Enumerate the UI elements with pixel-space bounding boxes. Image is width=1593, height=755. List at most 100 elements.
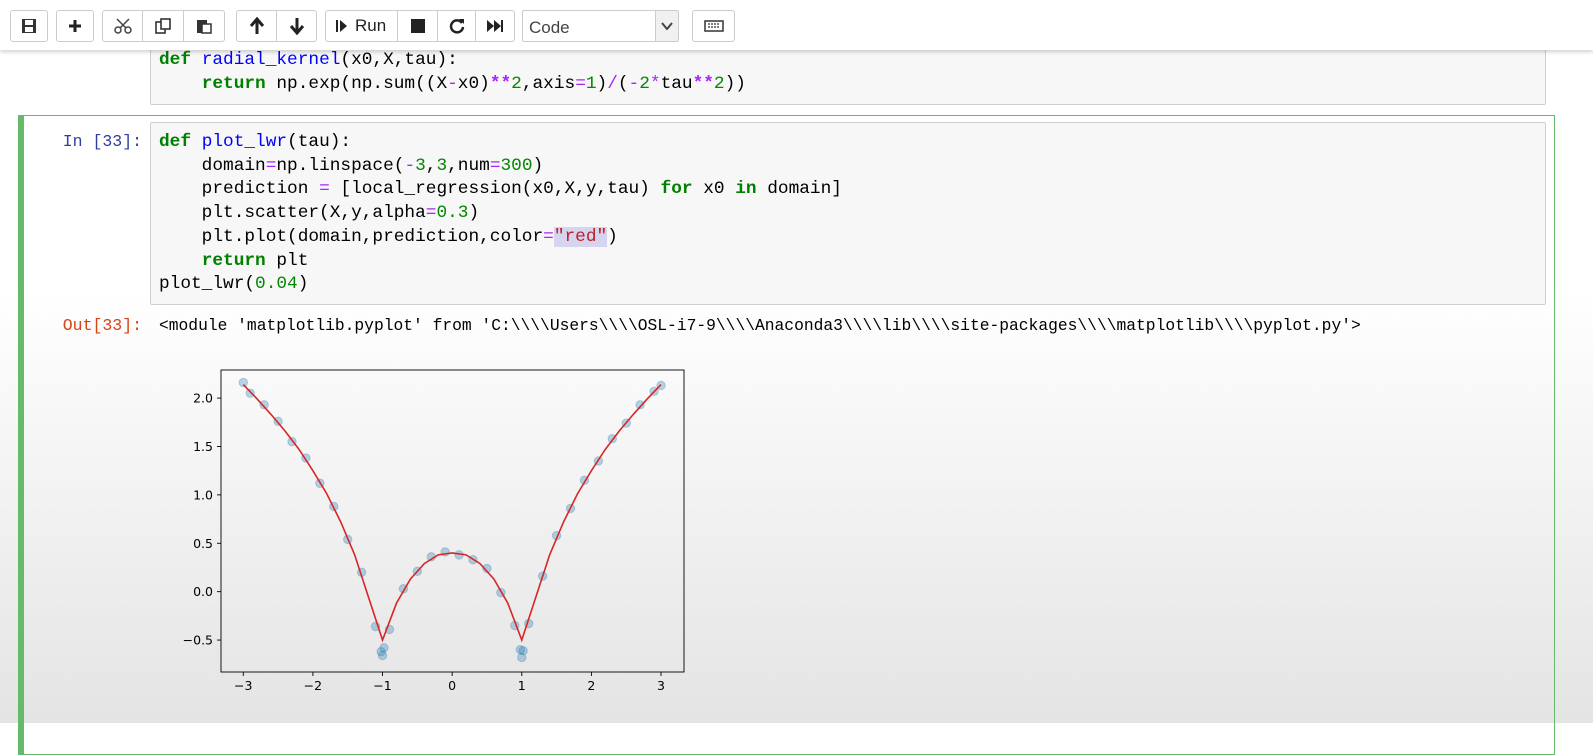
x-tick-label: 3	[657, 678, 665, 693]
cell-type-select[interactable]: Code	[522, 10, 679, 42]
restart-icon	[449, 19, 464, 34]
paste-button[interactable]	[183, 10, 225, 42]
code-token: -	[447, 73, 458, 94]
up-icon	[249, 17, 264, 34]
code-token: (	[617, 73, 629, 94]
down-icon	[289, 18, 304, 35]
code-token: in	[735, 179, 757, 200]
toolbar: Run Code	[0, 0, 1593, 50]
fast-forward-icon	[487, 20, 503, 32]
save-icon	[22, 19, 36, 33]
code-token: plt	[265, 250, 309, 271]
code-token	[191, 50, 202, 70]
y-tick-label: −0.5	[183, 633, 213, 648]
code-token: )	[607, 226, 618, 247]
select-arrow-box	[655, 11, 678, 41]
code-token	[191, 132, 202, 152]
scatter-point	[482, 563, 492, 574]
x-tick-label: −1	[373, 678, 391, 693]
keyboard-button[interactable]	[692, 10, 735, 42]
y-tick-label: 1.5	[193, 439, 213, 454]
code-line: def plot_lwr(tau):	[159, 131, 842, 155]
run-icon	[336, 20, 347, 32]
code-token: (tau):	[287, 132, 352, 152]
code-token: prediction	[159, 179, 320, 200]
code-input-area[interactable]: def plot_lwr(tau): domain=np.linspace(-3…	[150, 122, 1546, 305]
copy-button[interactable]	[142, 10, 184, 42]
save-button[interactable]	[10, 10, 48, 42]
insert-cell-button[interactable]	[56, 10, 94, 42]
code-token: )	[532, 155, 544, 176]
run-button[interactable]: Run	[325, 10, 398, 42]
code-token: domain	[159, 155, 266, 176]
code-token: =	[265, 155, 277, 176]
run-all-button[interactable]	[475, 10, 515, 42]
code-line: plt.scatter(X,y,alpha=0.3)	[159, 202, 842, 226]
keyboard-icon	[703, 20, 724, 32]
code-token: )	[297, 274, 309, 295]
scatter-point	[259, 400, 269, 410]
output-text: <module 'matplotlib.pyplot' from 'C:\\\\…	[159, 316, 1361, 335]
code-token: ,axis	[521, 73, 576, 94]
code-token: 0.3	[436, 203, 469, 224]
code-block: def radial_kernel(x0,X,tau): return np.e…	[159, 49, 746, 96]
code-token: for	[660, 179, 693, 200]
copy-icon	[155, 18, 171, 34]
code-token: def	[159, 132, 192, 152]
code-token: 2	[713, 73, 725, 94]
code-token	[159, 251, 202, 271]
code-token: tau	[660, 73, 693, 94]
code-token: np.linspace(	[276, 155, 405, 176]
code-token: =	[319, 179, 330, 200]
code-token: 0.04	[255, 274, 298, 295]
code-token: =	[425, 203, 437, 224]
code-token: return	[201, 73, 266, 94]
code-block: def plot_lwr(tau): domain=np.linspace(-3…	[159, 131, 842, 297]
code-token: [local_regression(x0,X,y,tau)	[329, 179, 661, 200]
x-tick-label: 0	[448, 678, 456, 693]
y-tick-label: 2.0	[193, 391, 213, 406]
x-tick-label: 1	[518, 678, 526, 693]
code-line: plot_lwr(0.04)	[159, 273, 842, 297]
code-token: radial_kernel	[201, 50, 341, 70]
output-chart: −3 −2 −1 0 1 2 3 −0.5 0.0 0.5 1.0 1.5 2.0	[183, 369, 685, 693]
code-token: return	[201, 250, 266, 271]
code-token: =	[543, 226, 554, 247]
code-token: *	[649, 73, 661, 94]
restart-button[interactable]	[437, 10, 476, 42]
x-tick-label: −3	[234, 678, 252, 693]
code-token: /	[607, 73, 618, 94]
scatter-point	[515, 645, 526, 655]
scatter-point	[238, 377, 248, 388]
x-tick-label: 2	[587, 678, 595, 693]
code-line: def radial_kernel(x0,X,tau):	[159, 49, 746, 73]
code-line: return plt	[159, 250, 842, 274]
select-arrow	[661, 22, 673, 30]
code-token: def	[159, 50, 192, 70]
y-tick-label: 1.0	[193, 487, 213, 502]
code-line: plt.plot(domain,prediction,color="red")	[159, 226, 842, 250]
cell-type-label: Code	[529, 18, 570, 37]
run-label: Run	[355, 16, 387, 35]
fit-line	[242, 383, 662, 643]
code-token: ,	[425, 155, 437, 176]
move-down-button[interactable]	[276, 10, 317, 42]
code-token: 2	[639, 73, 650, 94]
code-token: =	[489, 155, 501, 176]
scatter-point	[379, 643, 389, 653]
move-up-button[interactable]	[236, 10, 277, 42]
code-input-area[interactable]: def radial_kernel(x0,X,tau): return np.e…	[150, 40, 1546, 105]
code-line: domain=np.linspace(-3,3,num=300)	[159, 155, 842, 179]
interrupt-button[interactable]	[397, 10, 438, 42]
code-line: return np.exp(np.sum((X-x0)**2,axis=1)/(…	[159, 73, 746, 97]
code-token: x0	[692, 179, 736, 200]
code-token: )	[596, 73, 608, 94]
code-token: plt.plot(domain,prediction,color	[159, 226, 544, 247]
code-token: x0)	[457, 73, 490, 94]
cut-button[interactable]	[102, 10, 143, 42]
code-token: (x0,X,tau):	[340, 50, 458, 70]
code-token: ,num	[447, 155, 490, 176]
code-token: 3	[415, 155, 426, 176]
scatter-point	[635, 400, 645, 410]
